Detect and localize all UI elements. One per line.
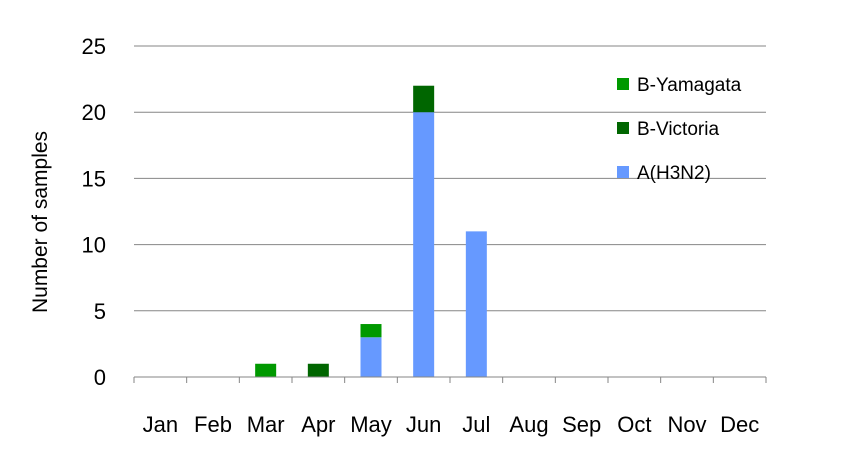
- x-tick-label: Oct: [617, 412, 651, 437]
- bar-a-h3n2: [413, 112, 435, 377]
- x-tick-label: Jan: [143, 412, 178, 437]
- gridlines: [134, 45, 766, 312]
- bar-b-yamagata: [255, 363, 277, 377]
- x-tick-label: Sep: [562, 412, 601, 437]
- bars: [255, 85, 487, 377]
- y-tick-label: 5: [94, 299, 106, 324]
- bar-b-yamagata: [360, 324, 382, 338]
- x-tick-label: May: [350, 412, 392, 437]
- legend: B-Yamagata B-Victoria A(H3N2): [617, 75, 742, 184]
- x-tick-label: Dec: [720, 412, 759, 437]
- y-tick-label: 15: [82, 166, 106, 191]
- legend-label: A(H3N2): [637, 163, 711, 184]
- legend-swatch: [617, 78, 629, 90]
- y-axis-title: Number of samples: [29, 131, 52, 313]
- axes: [133, 376, 767, 383]
- x-tick-label: Jun: [406, 412, 441, 437]
- legend-swatch: [617, 122, 629, 134]
- bar-b-victoria: [413, 85, 435, 113]
- y-tick-labels: 0 5 10 15 20 25: [82, 34, 106, 390]
- x-tick-labels: Jan Feb Mar Apr May Jun Jul Aug Sep Oct Nov Dec: [143, 412, 760, 437]
- x-tick-label: Jul: [462, 412, 490, 437]
- bar-a-h3n2: [465, 231, 487, 377]
- y-tick-label: 25: [82, 34, 106, 59]
- bar-a-h3n2: [360, 337, 382, 377]
- legend-label: B-Victoria: [637, 119, 719, 140]
- legend-swatch: [617, 166, 629, 178]
- x-tick-label: Apr: [301, 412, 335, 437]
- y-tick-label: 10: [82, 233, 106, 258]
- legend-label: B-Yamagata: [637, 75, 742, 96]
- y-tick-label: 20: [82, 100, 106, 125]
- x-tick-label: Aug: [509, 412, 548, 437]
- bar-b-victoria: [307, 363, 329, 377]
- x-tick-label: Nov: [667, 412, 706, 437]
- x-tick-label: Mar: [247, 412, 285, 437]
- x-tick-label: Feb: [194, 412, 232, 437]
- y-tick-label: 0: [94, 365, 106, 390]
